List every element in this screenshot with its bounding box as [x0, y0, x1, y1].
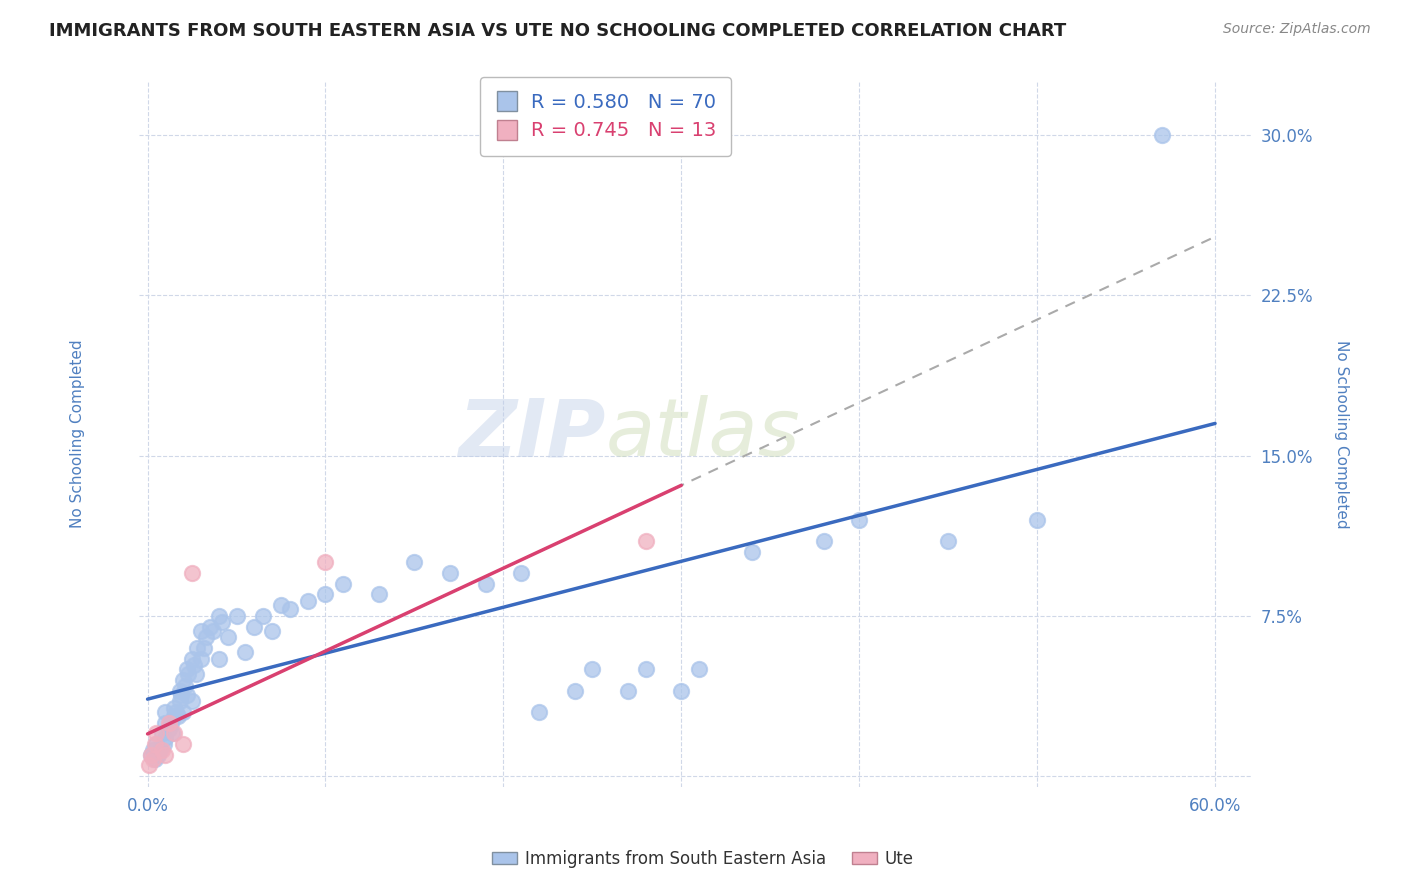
Point	[157, 722, 180, 736]
Point	[510, 566, 533, 580]
Point	[193, 640, 215, 655]
Point	[367, 587, 389, 601]
Point	[143, 737, 166, 751]
Point	[208, 651, 231, 665]
Y-axis label: No Schooling Completed: No Schooling Completed	[1334, 340, 1348, 528]
Point	[314, 587, 336, 601]
Point	[314, 555, 336, 569]
Point	[152, 737, 174, 751]
Point	[634, 534, 657, 549]
Point	[195, 630, 218, 644]
Point	[262, 624, 284, 638]
Point	[270, 598, 292, 612]
Point	[163, 709, 186, 723]
Point	[150, 726, 173, 740]
Point	[169, 683, 191, 698]
Point	[617, 683, 640, 698]
Point	[155, 731, 177, 745]
Point	[174, 679, 197, 693]
Point	[170, 688, 193, 702]
Point	[157, 715, 180, 730]
Point	[142, 743, 165, 757]
Point	[155, 705, 177, 719]
Point	[186, 640, 208, 655]
Point	[581, 662, 603, 676]
Point	[181, 694, 204, 708]
Point	[527, 705, 550, 719]
Point	[332, 576, 354, 591]
Point	[139, 747, 162, 762]
Point	[243, 619, 266, 633]
Point	[181, 651, 204, 665]
Point	[172, 737, 194, 751]
Point	[155, 715, 177, 730]
Point	[149, 743, 172, 757]
Point	[848, 513, 870, 527]
Point	[235, 645, 257, 659]
Point	[741, 545, 763, 559]
Point	[278, 602, 301, 616]
Point	[169, 694, 191, 708]
Point	[155, 747, 177, 762]
Point	[159, 715, 181, 730]
Point	[474, 576, 496, 591]
Text: atlas: atlas	[606, 395, 800, 473]
Point	[208, 608, 231, 623]
Text: No Schooling Completed: No Schooling Completed	[70, 340, 84, 528]
Point	[297, 594, 319, 608]
Point	[142, 752, 165, 766]
Point	[139, 747, 162, 762]
Point	[211, 615, 233, 630]
Point	[190, 651, 212, 665]
Point	[181, 566, 204, 580]
Legend: Immigrants from South Eastern Asia, Ute: Immigrants from South Eastern Asia, Ute	[485, 844, 921, 875]
Point	[138, 758, 160, 772]
Point	[439, 566, 461, 580]
Point	[163, 726, 186, 740]
Point	[172, 705, 194, 719]
Legend: R = 0.580   N = 70, R = 0.745   N = 13: R = 0.580 N = 70, R = 0.745 N = 13	[479, 77, 731, 156]
Point	[404, 555, 426, 569]
Point	[172, 673, 194, 687]
Point	[217, 630, 239, 644]
Point	[176, 688, 198, 702]
Point	[183, 658, 205, 673]
Point	[166, 709, 188, 723]
Point	[148, 747, 170, 762]
Text: IMMIGRANTS FROM SOUTH EASTERN ASIA VS UTE NO SCHOOLING COMPLETED CORRELATION CHA: IMMIGRANTS FROM SOUTH EASTERN ASIA VS UT…	[49, 22, 1067, 40]
Point	[1026, 513, 1049, 527]
Point	[163, 700, 186, 714]
Point	[162, 726, 184, 740]
Point	[184, 666, 207, 681]
Point	[671, 683, 693, 698]
Point	[176, 662, 198, 676]
Point	[177, 666, 200, 681]
Point	[145, 726, 167, 740]
Point	[1150, 128, 1173, 142]
Point	[225, 608, 247, 623]
Point	[190, 624, 212, 638]
Point	[813, 534, 835, 549]
Point	[252, 608, 274, 623]
Point	[564, 683, 586, 698]
Point	[202, 624, 225, 638]
Point	[936, 534, 959, 549]
Point	[165, 705, 187, 719]
Text: Source: ZipAtlas.com: Source: ZipAtlas.com	[1223, 22, 1371, 37]
Point	[145, 737, 167, 751]
Text: ZIP: ZIP	[458, 395, 606, 473]
Point	[143, 752, 166, 766]
Point	[688, 662, 710, 676]
Point	[634, 662, 657, 676]
Point	[150, 743, 173, 757]
Point	[198, 619, 221, 633]
